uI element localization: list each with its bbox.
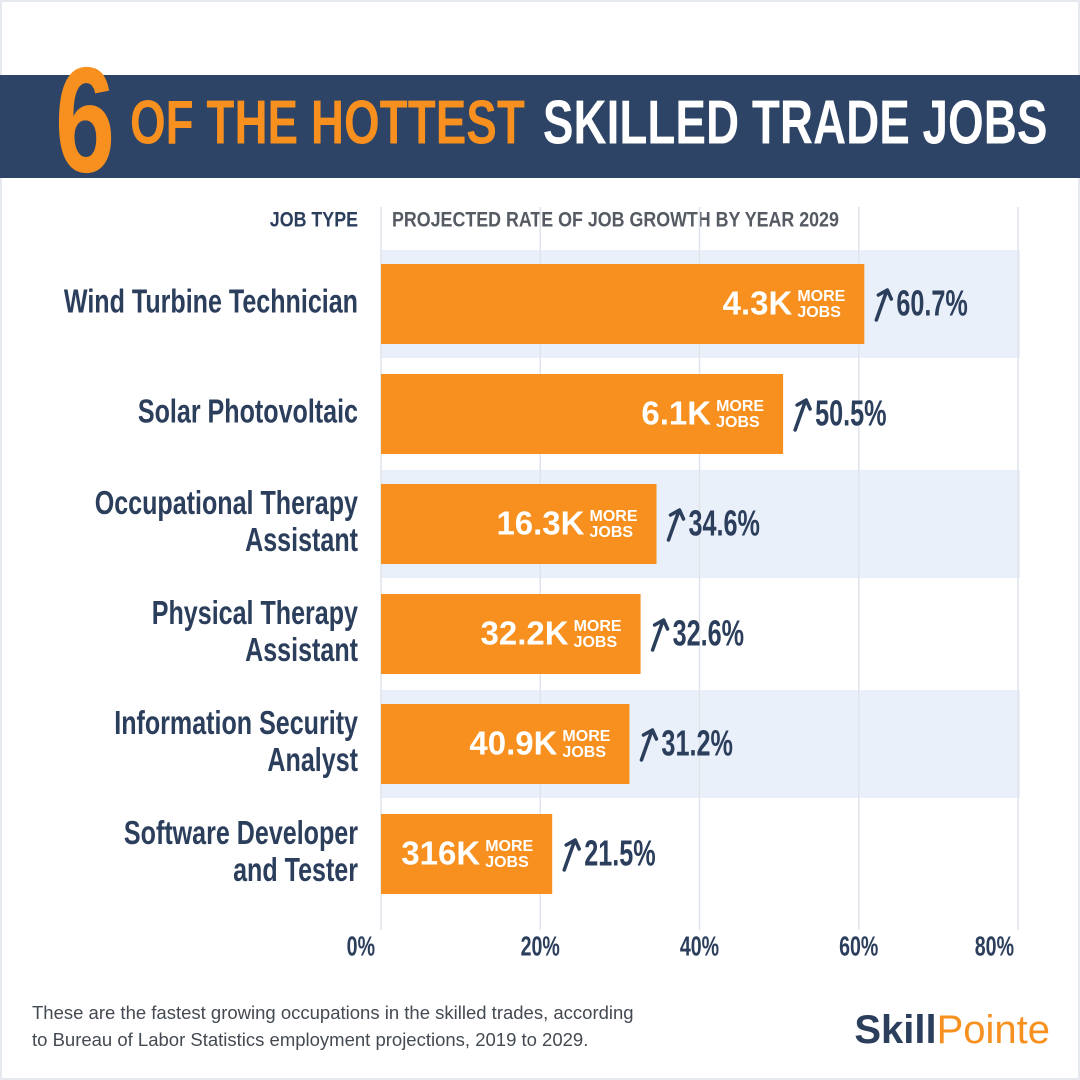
title-highlight-group: OF THE HOTTEST: [130, 88, 525, 157]
category-header: JOB TYPE: [270, 208, 358, 232]
x-tick-label-group: 60%: [839, 931, 878, 962]
category-label: Solar Photovoltaic: [138, 393, 358, 430]
value-label-group: 50.5%: [815, 393, 886, 434]
value-label-group: 60.7%: [896, 283, 967, 324]
category-label: Wind Turbine Technician: [64, 283, 358, 320]
category-label: and Tester: [233, 852, 358, 889]
bar: [381, 264, 865, 344]
jobs-suffix: MORE: [590, 508, 638, 525]
value-header-group: PROJECTED RATE OF JOB GROWTH BY YEAR 202…: [392, 208, 839, 232]
jobs-label: 16.3K: [496, 505, 584, 542]
logo-pointe: Pointe: [937, 1008, 1050, 1052]
x-tick-label: 60%: [839, 931, 878, 962]
footnote: to Bureau of Labor Statistics employment…: [32, 1029, 588, 1050]
value-header: PROJECTED RATE OF JOB GROWTH BY YEAR 202…: [392, 208, 839, 232]
bar: [381, 594, 641, 674]
value-label: 21.5%: [584, 833, 655, 874]
jobs-suffix: JOBS: [562, 744, 606, 761]
category-label: Analyst: [267, 742, 358, 779]
bar: [381, 704, 630, 784]
jobs-label: 4.3K: [723, 285, 793, 322]
category-label-group: Analyst: [267, 742, 358, 779]
jobs-suffix: MORE: [485, 838, 533, 855]
category-label-group: and Tester: [233, 852, 358, 889]
category-label-group: Software Developer: [124, 815, 358, 852]
jobs-suffix: JOBS: [797, 304, 841, 321]
x-tick-label-group: 40%: [680, 931, 719, 962]
jobs-label: 32.2K: [481, 615, 569, 652]
up-arrow: [666, 508, 686, 542]
category-label-group: Wind Turbine Technician: [64, 283, 358, 320]
category-label-group: Physical Therapy: [152, 595, 359, 632]
title-number-group: 6: [55, 36, 115, 204]
value-label: 60.7%: [896, 283, 967, 324]
jobs-label: 6.1K: [641, 395, 711, 432]
up-arrow: [793, 398, 812, 432]
bar: [381, 484, 657, 564]
category-label: Assistant: [245, 632, 358, 669]
up-arrow: [874, 288, 894, 322]
x-tick-label-group: 80%: [975, 931, 1014, 962]
jobs-suffix: JOBS: [574, 634, 618, 651]
logo-skill: Skill: [854, 1008, 936, 1052]
footnote: These are the fastest growing occupation…: [32, 1002, 634, 1023]
x-tick-label: 40%: [680, 931, 719, 962]
value-label: 31.2%: [661, 723, 732, 764]
x-tick-label: 20%: [521, 931, 560, 962]
jobs-suffix: MORE: [716, 398, 764, 415]
jobs-label: 40.9K: [469, 725, 557, 762]
value-label-group: 31.2%: [661, 723, 732, 764]
value-label: 34.6%: [689, 503, 760, 544]
x-tick-label-group: 20%: [521, 931, 560, 962]
up-arrow: [562, 838, 581, 872]
title-highlight: OF THE HOTTEST: [130, 88, 525, 157]
jobs-suffix: MORE: [797, 288, 845, 305]
jobs-suffix: JOBS: [485, 854, 529, 871]
value-label: 32.6%: [673, 613, 744, 654]
up-arrow: [639, 728, 659, 762]
x-tick-label-group: 0%: [347, 931, 375, 962]
jobs-suffix: JOBS: [716, 414, 760, 431]
category-label: Information Security: [114, 705, 358, 742]
jobs-suffix: JOBS: [590, 524, 634, 541]
title-rest-group: SKILLED TRADE JOBS: [543, 88, 1048, 157]
category-label-group: Assistant: [245, 632, 358, 669]
up-arrow: [650, 618, 670, 652]
value-label-group: 34.6%: [689, 503, 760, 544]
x-tick-label: 0%: [347, 931, 375, 962]
category-label-group: Assistant: [245, 522, 358, 559]
category-label: Assistant: [245, 522, 358, 559]
category-label: Physical Therapy: [152, 595, 359, 632]
jobs-label: 316K: [401, 835, 480, 872]
title-band: [0, 75, 1080, 178]
value-label-group: 32.6%: [673, 613, 744, 654]
jobs-suffix: MORE: [562, 728, 610, 745]
bar: [381, 814, 553, 894]
category-label-group: Solar Photovoltaic: [138, 393, 358, 430]
title-number: 6: [55, 36, 115, 204]
title-rest: SKILLED TRADE JOBS: [543, 88, 1048, 157]
category-label-group: Occupational Therapy: [95, 485, 359, 522]
logo: SkillPointe: [854, 1008, 1050, 1052]
category-label: Software Developer: [124, 815, 358, 852]
x-tick-label: 80%: [975, 931, 1014, 962]
bar: [381, 374, 784, 454]
category-label: Occupational Therapy: [95, 485, 359, 522]
jobs-suffix: MORE: [574, 618, 622, 635]
category-label-group: Information Security: [114, 705, 358, 742]
value-label-group: 21.5%: [584, 833, 655, 874]
category-header-group: JOB TYPE: [270, 208, 358, 232]
value-label: 50.5%: [815, 393, 886, 434]
